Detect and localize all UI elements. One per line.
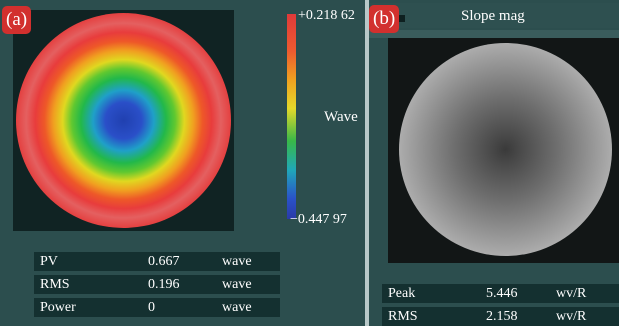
- slope-map: [399, 43, 612, 256]
- slope-map-frame: [388, 38, 619, 263]
- stat-value: 0.196: [148, 276, 180, 292]
- stat-row-pv: PV 0.667 wave: [34, 252, 280, 271]
- stat-value: 2.158: [486, 308, 518, 324]
- slope-title: Slope mag: [461, 8, 525, 24]
- colorbar-min-label: −0.447 97: [290, 212, 347, 227]
- stat-unit: wv/R: [556, 308, 587, 324]
- wavefront-map-frame: [13, 10, 234, 231]
- stat-name: Peak: [388, 285, 416, 301]
- stat-unit: wave: [222, 299, 252, 315]
- slope-header-strip: [369, 30, 619, 38]
- stat-name: Power: [40, 299, 76, 315]
- wavefront-map: [16, 13, 231, 228]
- stat-unit: wave: [222, 253, 252, 269]
- window-menu-icon[interactable]: [399, 15, 405, 22]
- subfigure-label-b: (b): [369, 5, 400, 33]
- slope-stats-table: Peak 5.446 wv/R RMS 2.158 wv/R: [382, 284, 619, 326]
- stat-row-peak: Peak 5.446 wv/R: [382, 284, 619, 303]
- slope-titlebar: Slope mag: [369, 3, 619, 28]
- stat-name: RMS: [40, 276, 70, 292]
- stat-value: 0: [148, 299, 155, 315]
- colorbar-unit-label: Wave: [324, 109, 358, 125]
- stat-row-rms: RMS 0.196 wave: [34, 275, 280, 294]
- stat-row-power: Power 0 wave: [34, 298, 280, 317]
- panel-divider: [365, 0, 369, 326]
- subfigure-label-a: (a): [2, 6, 32, 34]
- stat-unit: wave: [222, 276, 252, 292]
- wavefront-stats-table: PV 0.667 wave RMS 0.196 wave Power 0 wav…: [34, 252, 280, 321]
- wave-colorbar: [287, 14, 296, 219]
- stat-value: 0.667: [148, 253, 180, 269]
- stat-name: PV: [40, 253, 58, 269]
- stat-unit: wv/R: [556, 285, 587, 301]
- stat-value: 5.446: [486, 285, 518, 301]
- colorbar-max-label: +0.218 62: [298, 8, 355, 23]
- stat-row-rms: RMS 2.158 wv/R: [382, 307, 619, 326]
- wavefront-panel: +0.218 62 Wave −0.447 97 PV 0.667 wave R…: [13, 8, 358, 321]
- stat-name: RMS: [388, 308, 418, 324]
- slope-panel: Slope mag Peak 5.446 wv/R RMS 2.158 wv/R: [369, 0, 619, 326]
